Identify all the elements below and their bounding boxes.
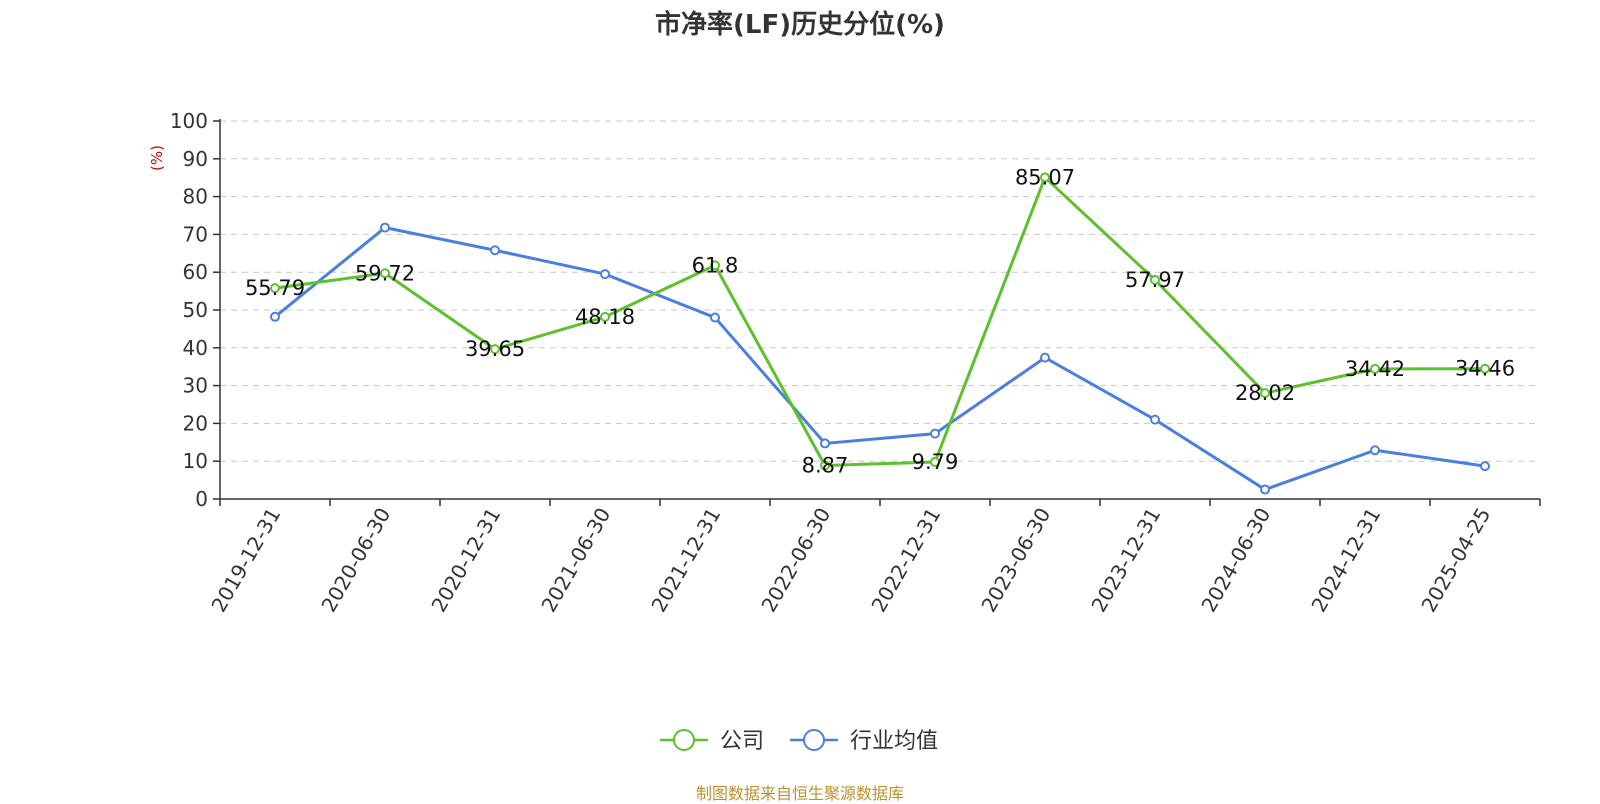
series-line-1 [274, 226, 1486, 492]
data-point [490, 344, 500, 355]
legend-item-1[interactable]: 行业均值 [790, 729, 938, 754]
y-tick-label: 30 [183, 374, 208, 398]
data-point [1370, 363, 1380, 374]
series-lines [270, 172, 1490, 495]
chart-title: 市净率(LF)历史分位(%) [655, 10, 945, 40]
data-label: 8.87 [802, 453, 849, 477]
y-tick-label: 60 [183, 260, 208, 284]
x-tick-label: 2020-12-31 [426, 504, 505, 617]
y-tick-label: 90 [183, 147, 208, 171]
data-label: 39.65 [465, 337, 525, 361]
x-tick-label: 2020-06-30 [316, 504, 395, 617]
data-label: 55.79 [245, 276, 305, 300]
data-point [930, 456, 940, 467]
y-tick-labels: 0 10 20 30 40 50 60 70 80 90 100 [170, 109, 208, 511]
legend-swatch-marker [673, 729, 695, 751]
data-point [1480, 363, 1490, 374]
legend-item-0[interactable]: 公司 [660, 729, 764, 754]
data-label: 34.46 [1455, 357, 1515, 381]
y-tick-label: 20 [183, 411, 208, 435]
data-point [1150, 274, 1160, 285]
data-point [820, 460, 830, 471]
legend-label: 公司 [720, 729, 764, 754]
x-tick-label: 2019-12-31 [206, 504, 285, 617]
x-tick-labels: 2019-12-31 2020-06-30 2020-12-31 2021-06-30… [206, 504, 1495, 617]
axes [213, 119, 1541, 506]
data-label: 59.72 [355, 261, 415, 285]
data-labels: 55.79 59.72 39.65 48.18 61.8 8.87 9.79 85.07 57.… [245, 165, 1515, 477]
legend-swatch-marker [803, 729, 825, 751]
data-label: 61.8 [692, 253, 739, 277]
x-tick-label: 2022-12-31 [866, 504, 945, 617]
y-tick-label: 40 [183, 336, 208, 360]
data-point [1150, 414, 1160, 425]
data-point [930, 428, 940, 439]
data-point [270, 283, 280, 294]
data-label: 9.79 [912, 450, 959, 474]
x-tick-label: 2021-06-30 [536, 504, 615, 617]
x-tick-label: 2022-06-30 [756, 504, 835, 617]
x-tick-label: 2021-12-31 [646, 504, 725, 617]
data-point [1260, 388, 1270, 399]
data-point [490, 245, 500, 256]
y-tick-label: 50 [183, 298, 208, 322]
series-line-0 [274, 175, 1486, 467]
x-tick-label: 2023-06-30 [976, 504, 1055, 617]
data-label: 28.02 [1235, 381, 1295, 405]
data-point [820, 438, 830, 449]
data-label: 34.42 [1345, 357, 1405, 381]
source-note: 制图数据来自恒生聚源数据库 [695, 784, 904, 803]
legend[interactable]: 公司 行业均值 [660, 729, 938, 754]
data-label: 57.97 [1125, 268, 1185, 292]
legend-label: 行业均值 [850, 729, 938, 754]
grid-lines [220, 120, 1540, 462]
data-point [600, 269, 610, 280]
x-tick-label: 2024-06-30 [1196, 504, 1275, 617]
data-label: 48.18 [575, 305, 635, 329]
y-tick-label: 100 [170, 109, 208, 133]
x-tick-label: 2023-12-31 [1086, 504, 1165, 617]
data-point [380, 268, 390, 279]
data-point [600, 311, 610, 322]
data-point [1480, 461, 1490, 472]
data-point [1260, 484, 1270, 495]
y-tick-label: 10 [183, 449, 208, 473]
data-point [1370, 445, 1380, 456]
x-tick-label: 2024-12-31 [1306, 504, 1385, 617]
data-point [710, 312, 720, 323]
data-point [710, 260, 720, 271]
data-point [380, 222, 390, 233]
y-tick-label: 0 [195, 487, 208, 511]
y-tick-label: 70 [183, 222, 208, 246]
data-point [270, 311, 280, 322]
data-point [1040, 352, 1050, 363]
y-axis-unit-label: (%) [148, 145, 166, 171]
x-tick-label: 2025-04-25 [1416, 504, 1495, 617]
data-label: 85.07 [1015, 165, 1075, 189]
y-tick-label: 80 [183, 185, 208, 209]
data-point [1040, 172, 1050, 183]
